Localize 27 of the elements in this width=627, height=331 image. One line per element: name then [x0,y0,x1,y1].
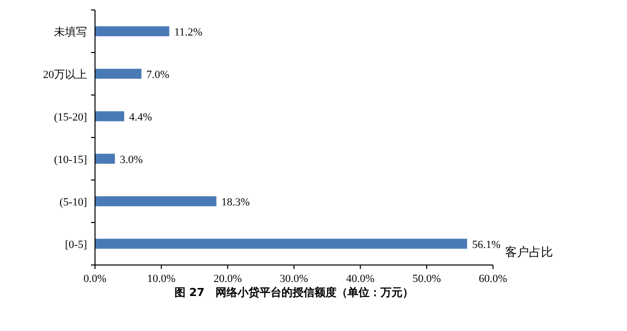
x-tick-label: 0.0% [84,273,106,285]
y-tick-label: (10-15] [54,154,87,166]
data-label: 18.3% [221,196,250,208]
y-tick-label: (5-10] [60,196,87,208]
data-label: 4.4% [129,111,152,124]
y-tick-label: 未填写 [54,25,87,38]
data-label: 7.0% [146,68,170,81]
bar [95,111,124,122]
data-label: 3.0% [120,154,143,166]
y-tick-label: 20万以上 [43,68,87,81]
x-tick-label: 20.0% [213,273,242,285]
bar [95,196,216,206]
bar [95,26,170,36]
x-tick-label: 60.0% [478,273,508,285]
text: 图 27 网络小贷平台的授信额度（单位：万元） [174,286,414,299]
x-tick-label: 40.0% [346,273,375,285]
y-tick-label: [0-5] [65,238,87,251]
x-tick-label: 50.0% [412,273,441,285]
bar [95,68,142,79]
x-tick-label: 30.0% [280,273,308,285]
bar [95,238,468,249]
data-label: 56.1% [472,238,501,251]
y-tick-label: (15-20] [54,111,87,124]
data-label: 11.2% [174,26,202,38]
bar [95,154,115,164]
x-axis-title: 客户占比 [505,245,553,259]
x-tick-label: 10.0% [147,273,176,285]
